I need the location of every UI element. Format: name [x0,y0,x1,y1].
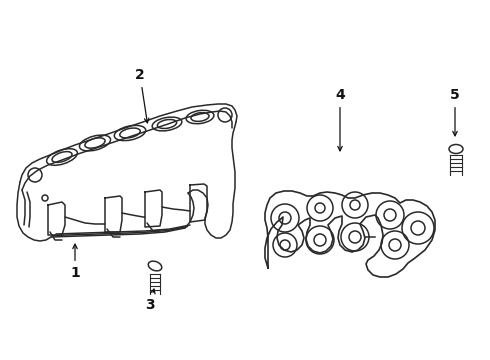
Text: 3: 3 [145,289,155,312]
Text: 2: 2 [135,68,149,123]
Text: 1: 1 [70,244,80,280]
Text: 5: 5 [450,88,460,136]
Text: 4: 4 [335,88,345,151]
